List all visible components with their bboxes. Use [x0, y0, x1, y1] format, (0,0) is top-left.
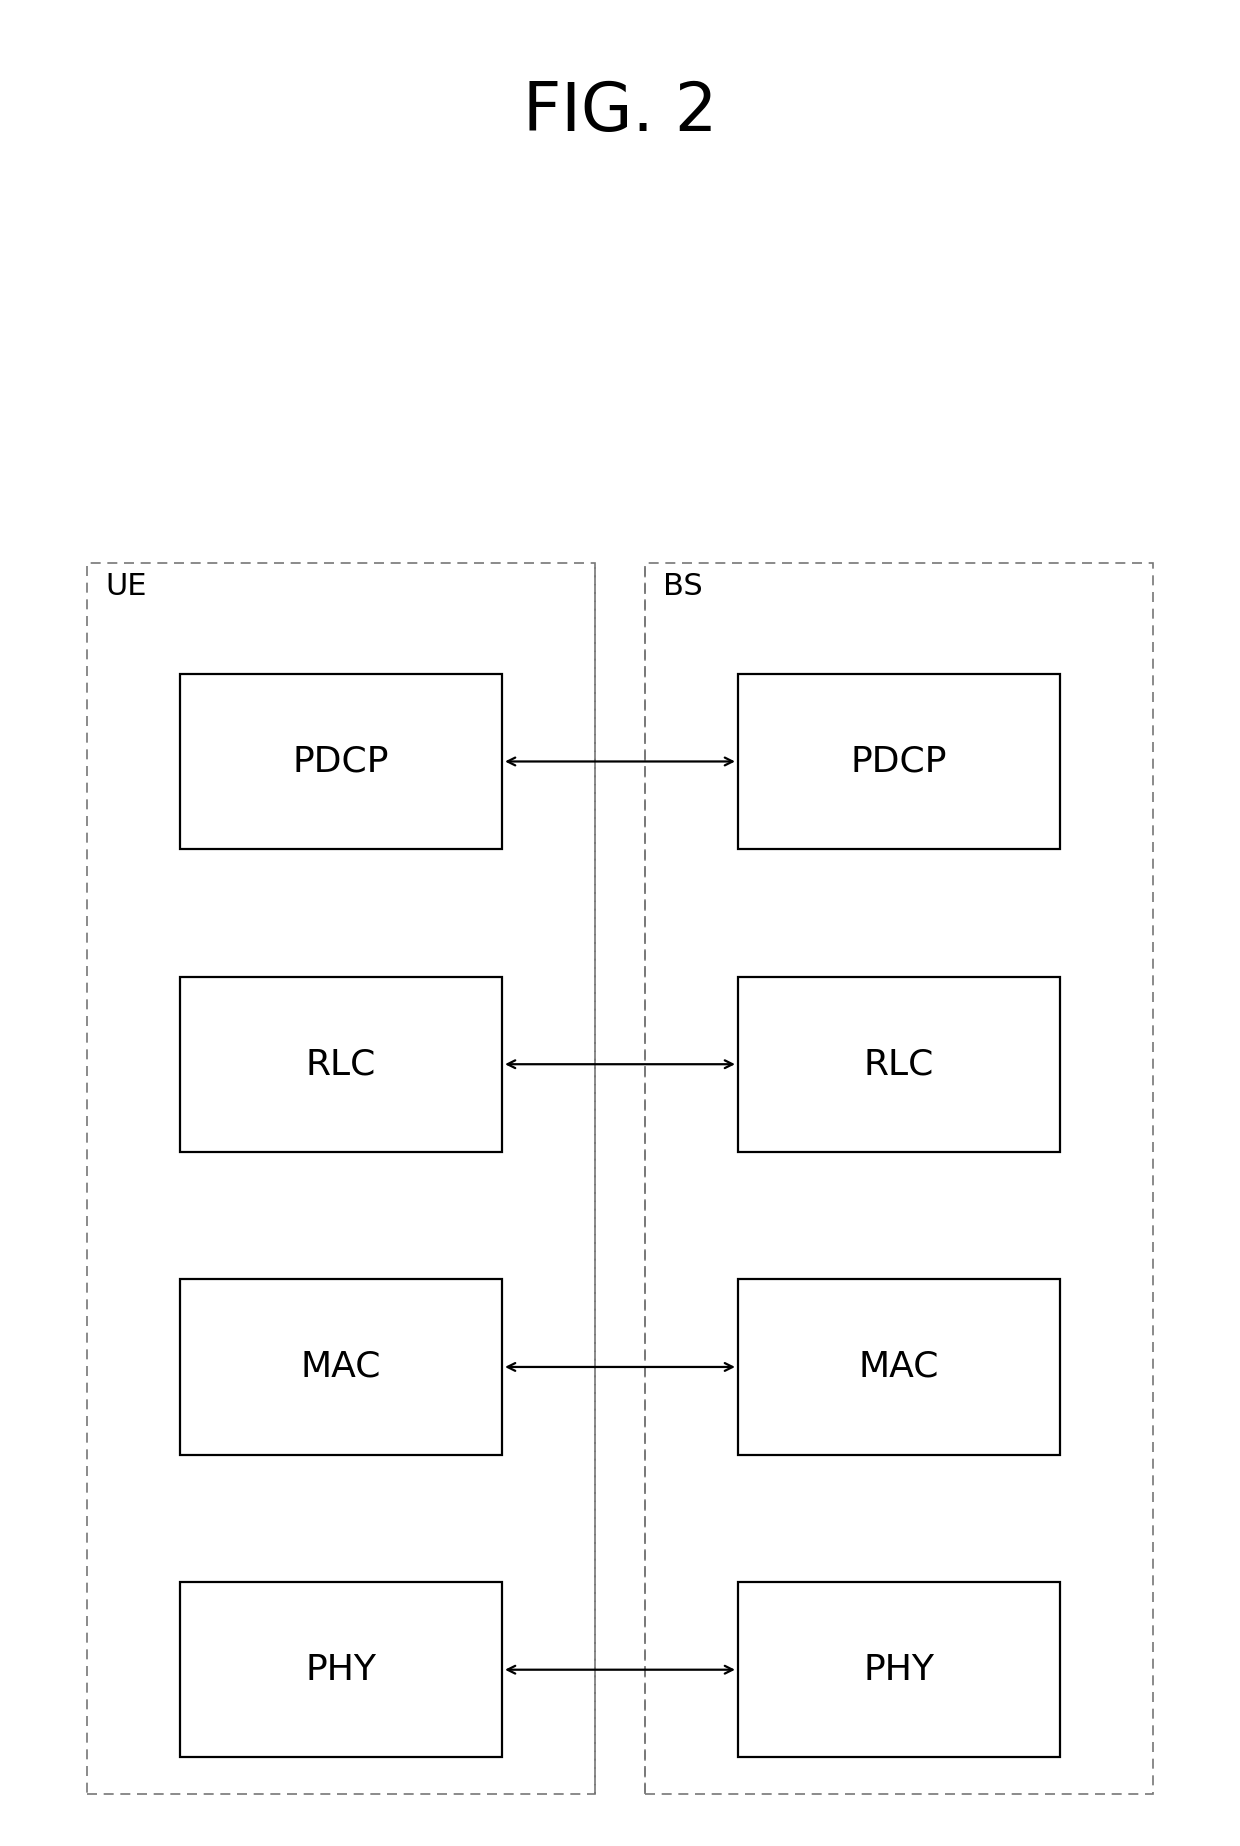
- Text: PHY: PHY: [305, 1652, 377, 1687]
- Text: PHY: PHY: [863, 1652, 935, 1687]
- Text: FIG. 2: FIG. 2: [523, 79, 717, 146]
- Bar: [180, 977, 502, 1152]
- Bar: [645, 563, 1153, 1794]
- Text: PDCP: PDCP: [851, 744, 947, 779]
- Text: BS: BS: [663, 572, 703, 602]
- Bar: [738, 977, 1060, 1152]
- Bar: [180, 1582, 502, 1757]
- Bar: [738, 674, 1060, 849]
- Text: RLC: RLC: [864, 1047, 934, 1082]
- Text: RLC: RLC: [306, 1047, 376, 1082]
- Text: PDCP: PDCP: [293, 744, 389, 779]
- Bar: [738, 1582, 1060, 1757]
- Bar: [87, 563, 595, 1794]
- Text: UE: UE: [105, 572, 146, 602]
- Bar: [180, 1279, 502, 1455]
- Bar: [738, 1279, 1060, 1455]
- Text: MAC: MAC: [301, 1349, 381, 1384]
- Bar: [180, 674, 502, 849]
- Text: MAC: MAC: [859, 1349, 939, 1384]
